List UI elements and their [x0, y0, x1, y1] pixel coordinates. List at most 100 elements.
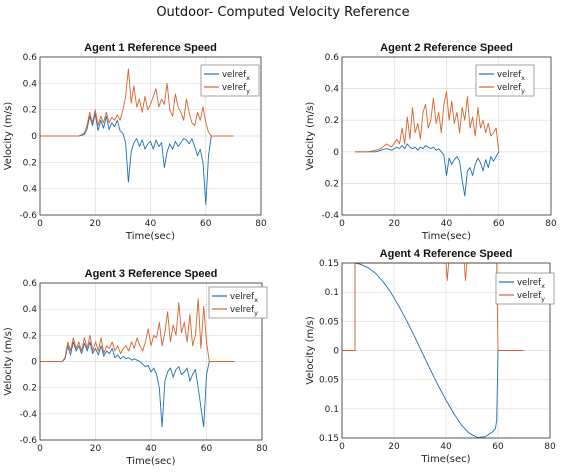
y-axis-label: Velocity (m/s): [305, 316, 316, 385]
x-tick-label: 0: [37, 219, 43, 229]
y-tick-label: 0.2: [23, 384, 37, 394]
x-tick-label: 80: [256, 444, 268, 454]
legend-label-subscript: y: [521, 87, 525, 95]
y-tick-label: 0.15: [319, 434, 339, 444]
series-line-velref_x: [355, 143, 500, 197]
y-tick-label: 0.05: [319, 317, 339, 327]
y-tick-label: -0.6: [19, 211, 37, 221]
series-line-velref_x: [342, 262, 524, 438]
series-line-velref_y: [355, 91, 500, 153]
y-tick-label: 0: [333, 148, 339, 158]
y-tick-label: 0.15: [319, 259, 339, 269]
y-axis-label: Velocity (m/s): [3, 327, 14, 396]
legend-box: [495, 272, 555, 305]
y-tick-label: 0.4: [325, 85, 340, 95]
y-tick-label: -0.4: [19, 410, 37, 420]
legend-label: velrefy: [222, 83, 250, 95]
chart-title: Agent 2 Reference Speed: [380, 42, 513, 54]
legend-label-base: velref: [222, 70, 247, 80]
x-tick-label: 40: [440, 442, 452, 452]
axes-frame: [39, 56, 262, 216]
x-tick-label: 60: [493, 219, 505, 229]
chart-agent-1: 0 20 40 60 80 -0.6 0.4 0.2 0 0.2 0.4 0.6 Agent 1 Ref…: [3, 42, 267, 242]
legend-box: [208, 286, 268, 319]
legend-label: velrefy: [497, 83, 525, 95]
y-tick-label: 0.6: [325, 53, 340, 63]
figure-title: Outdoor- Computed Velocity Reference: [156, 5, 409, 20]
chart-title: Agent 4 Reference Speed: [380, 248, 513, 260]
chart-agent-3: 0 20 40 60 80 -0.6 -0.4 0.2 0 0.2 0.4 0.6 Agent 3 Re…: [3, 268, 268, 467]
y-tick-label: 0.1: [325, 405, 339, 415]
x-tick-label: 20: [90, 444, 102, 454]
legend-box: [200, 64, 260, 97]
y-tick-label: 0.6: [23, 279, 38, 289]
series-line-velref_x: [40, 113, 234, 205]
x-tick-label: 20: [388, 442, 400, 452]
legend-label-subscript: x: [521, 74, 525, 82]
x-axis-label: Time(sec): [420, 454, 470, 465]
legend-label-base: velref: [230, 305, 255, 315]
legend-label: velrefy: [517, 291, 545, 303]
legend-label-subscript: x: [246, 74, 250, 82]
x-axis-label: Time(sec): [421, 231, 471, 242]
legend-label: velrefy: [230, 305, 258, 317]
y-tick-label: 0.2: [325, 116, 339, 126]
legend-label-subscript: y: [254, 309, 258, 317]
y-tick-label: -0.4: [321, 211, 339, 221]
series-line-velref_x: [40, 341, 235, 428]
y-tick-label: 0.2: [325, 179, 339, 189]
x-tick-label: 80: [544, 442, 556, 452]
legend-label-subscript: x: [541, 282, 545, 290]
x-tick-label: 20: [389, 219, 401, 229]
x-tick-label: 60: [201, 444, 213, 454]
x-tick-label: 60: [200, 219, 212, 229]
chart-agent-4: 0 20 40 60 80 0.15 0.1 0.05 0 0.05 0.1 0.15 Agent 4 …: [305, 248, 556, 465]
axes-frame: [341, 262, 551, 439]
y-tick-label: 0.1: [325, 288, 339, 298]
legend-label: velrefx: [517, 278, 545, 290]
x-tick-label: 40: [145, 219, 157, 229]
legend-box: [475, 64, 535, 97]
x-tick-label: 20: [90, 219, 102, 229]
x-tick-label: 80: [545, 219, 557, 229]
chart-title: Agent 3 Reference Speed: [85, 268, 218, 280]
legend-label-base: velref: [230, 292, 255, 302]
y-axis-label: Velocity (m/s): [3, 102, 14, 171]
y-tick-label: 0.4: [23, 79, 38, 89]
axes-frame: [39, 282, 263, 441]
x-axis-label: Time(sec): [125, 456, 175, 467]
y-tick-label: 0: [31, 358, 37, 368]
y-tick-label: 0.4: [23, 185, 38, 195]
x-tick-label: 40: [441, 219, 453, 229]
legend-label-subscript: y: [541, 295, 545, 303]
series-line-velref_y: [40, 68, 234, 137]
x-tick-label: 0: [339, 219, 345, 229]
y-tick-label: 0: [31, 132, 37, 142]
x-tick-label: 0: [37, 444, 43, 454]
x-tick-label: 60: [492, 442, 504, 452]
legend-label-subscript: x: [254, 296, 258, 304]
y-tick-label: 0.6: [23, 53, 38, 63]
x-tick-label: 40: [145, 444, 157, 454]
legend-label: velrefx: [230, 292, 258, 304]
chart-title: Agent 1 Reference Speed: [84, 42, 217, 54]
y-tick-label: 0.05: [319, 376, 339, 386]
y-tick-label: 0: [333, 347, 339, 357]
x-tick-label: 0: [339, 442, 345, 452]
y-tick-label: 0.2: [23, 331, 37, 341]
legend-label: velrefx: [222, 70, 250, 82]
legend-label-base: velref: [222, 83, 247, 93]
legend-label-base: velref: [497, 70, 522, 80]
legend-label-base: velref: [517, 278, 542, 288]
x-tick-label: 80: [255, 219, 267, 229]
chart-agent-2: 0 20 40 60 80 -0.4 0.2 0 0.2 0.4 0.6 Agent 2 Refere…: [305, 42, 557, 242]
y-tick-label: 0.2: [23, 106, 37, 116]
series-line-velref_y: [40, 298, 235, 362]
y-axis-label: Velocity (m/s): [305, 102, 316, 171]
axes-frame: [341, 56, 552, 216]
y-tick-label: 0.2: [23, 158, 37, 168]
legend-label-base: velref: [497, 83, 522, 93]
